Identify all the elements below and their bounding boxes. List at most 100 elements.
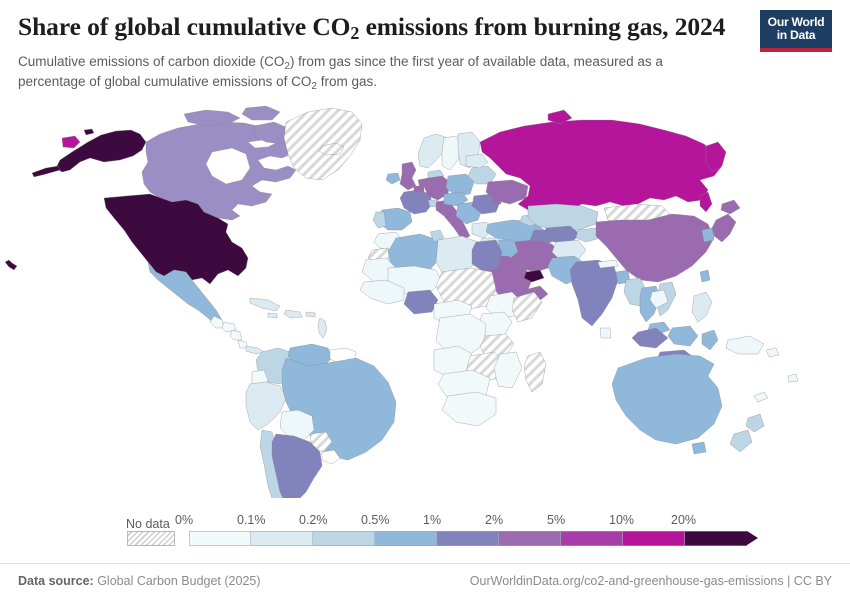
country-new-caledonia[interactable]	[754, 392, 768, 402]
country-south-korea[interactable]	[702, 228, 714, 242]
country-kyrgyzstan-tajikistan[interactable]	[576, 228, 600, 242]
legend-open-ended-arrow	[747, 531, 758, 545]
country-portugal[interactable]	[373, 212, 386, 228]
legend-bin-7[interactable]	[623, 531, 685, 546]
country-china[interactable]	[596, 214, 714, 282]
subtitle-subscript-2: 2	[311, 81, 317, 92]
world-choropleth-map[interactable]	[0, 100, 850, 498]
country-baltics[interactable]	[466, 154, 488, 168]
title-suffix: emissions from burning gas, 2024	[359, 12, 726, 41]
country-laos-cambodia[interactable]	[650, 290, 668, 308]
legend-bin-5[interactable]	[499, 531, 561, 546]
country-bolivia[interactable]	[280, 410, 314, 440]
country-hawaii[interactable]	[5, 260, 17, 270]
country-ireland[interactable]	[386, 173, 400, 184]
subtitle-part-1: Cumulative emissions of carbon dioxide (…	[18, 54, 285, 69]
country-tasmania[interactable]	[692, 442, 706, 454]
country-iceland[interactable]	[319, 143, 344, 155]
country-united-states[interactable]	[104, 194, 248, 284]
legend-tick-2: 0.2%	[299, 513, 328, 527]
legend-tick-5: 2%	[485, 513, 504, 527]
country-guatemala[interactable]	[210, 316, 224, 328]
legend-bin-2[interactable]	[313, 531, 375, 546]
country-madagascar[interactable]	[524, 352, 546, 392]
country-germany[interactable]	[424, 176, 450, 200]
legend-bin-0[interactable]	[189, 531, 251, 546]
country-greenland-no-data[interactable]	[284, 108, 362, 180]
country-uae-qatar[interactable]	[524, 270, 544, 282]
country-uruguay[interactable]	[322, 450, 340, 464]
legend-tick-3: 0.5%	[361, 513, 390, 527]
country-argentina[interactable]	[272, 434, 322, 498]
legend-color-bins	[189, 531, 758, 546]
country-united-kingdom[interactable]	[400, 162, 416, 190]
country-papua-new-guinea[interactable]	[726, 336, 764, 354]
country-belgium[interactable]	[414, 186, 424, 192]
country-greece[interactable]	[472, 222, 492, 238]
country-poland[interactable]	[446, 174, 474, 196]
country-drc[interactable]	[436, 314, 486, 356]
country-russia[interactable]	[480, 120, 722, 212]
country-india[interactable]	[570, 260, 618, 326]
legend-bin-4[interactable]	[437, 531, 499, 546]
country-kazakhstan[interactable]	[528, 204, 598, 230]
country-alaska-island-1[interactable]	[62, 136, 80, 148]
country-australia[interactable]	[612, 354, 722, 444]
legend-tick-labels: 0% 0.1% 0.2% 0.5% 1% 2% 5% 10% 20%	[0, 505, 850, 527]
country-nicaragua[interactable]	[230, 330, 242, 340]
country-fiji[interactable]	[788, 374, 798, 382]
country-sweden[interactable]	[442, 136, 462, 170]
country-peru[interactable]	[246, 382, 286, 430]
legend-bin-8[interactable]	[685, 531, 747, 546]
country-taiwan[interactable]	[700, 270, 710, 282]
legend-tick-8: 20%	[671, 513, 697, 527]
country-russia-novaya-zemlya[interactable]	[548, 110, 572, 124]
country-indonesia-sumatra[interactable]	[632, 328, 668, 348]
country-sri-lanka[interactable]	[600, 328, 611, 338]
country-russia-sakhalin[interactable]	[700, 192, 712, 212]
country-hudson-bay[interactable]	[206, 148, 250, 184]
country-tunisia[interactable]	[430, 230, 444, 242]
our-world-in-data-logo[interactable]: Our World in Data	[760, 10, 832, 52]
country-norway[interactable]	[418, 134, 448, 168]
subtitle-part-3: percentage of global cumulative emission…	[18, 74, 312, 89]
country-mozambique[interactable]	[494, 352, 522, 388]
country-honduras[interactable]	[222, 322, 236, 332]
country-nepal-bhutan[interactable]	[598, 260, 618, 268]
country-philippines[interactable]	[692, 292, 712, 322]
country-aleutians[interactable]	[32, 166, 60, 177]
footer-url-license[interactable]: OurWorldinData.org/co2-and-greenhouse-ga…	[469, 574, 832, 588]
country-russia-kamchatka[interactable]	[706, 142, 726, 172]
country-jamaica[interactable]	[268, 313, 277, 318]
country-egypt[interactable]	[472, 240, 502, 272]
country-cuba[interactable]	[250, 298, 280, 311]
country-japan[interactable]	[712, 214, 736, 242]
country-png-islands[interactable]	[766, 348, 779, 357]
country-hispaniola[interactable]	[284, 310, 302, 318]
country-moldova[interactable]	[492, 198, 501, 204]
country-new-zealand-north[interactable]	[746, 414, 764, 432]
country-somalia[interactable]	[512, 292, 542, 322]
country-panama[interactable]	[246, 346, 264, 354]
legend-no-data-swatch[interactable]	[127, 531, 175, 546]
country-nigeria[interactable]	[404, 290, 438, 314]
country-netherlands[interactable]	[418, 178, 430, 188]
country-alaska-island-2[interactable]	[84, 129, 94, 135]
country-new-zealand-south[interactable]	[730, 430, 752, 452]
country-canada-arctic-1[interactable]	[184, 110, 240, 126]
country-indonesia-borneo[interactable]	[668, 326, 698, 346]
country-united-states-alaska[interactable]	[56, 130, 146, 172]
legend-bin-3[interactable]	[375, 531, 437, 546]
legend-bin-1[interactable]	[251, 531, 313, 546]
country-puerto-rico[interactable]	[306, 312, 315, 317]
country-lesser-antilles[interactable]	[318, 318, 327, 338]
legend-bin-6[interactable]	[561, 531, 623, 546]
country-czechia-austria[interactable]	[444, 192, 468, 206]
country-west-africa-coast[interactable]	[360, 280, 404, 304]
country-chad-sudan[interactable]	[436, 268, 496, 310]
country-south-africa[interactable]	[442, 392, 496, 426]
country-indonesia-sulawesi[interactable]	[702, 330, 718, 350]
country-japan-hokkaido[interactable]	[721, 200, 740, 214]
country-canada-arctic-2[interactable]	[242, 106, 280, 120]
